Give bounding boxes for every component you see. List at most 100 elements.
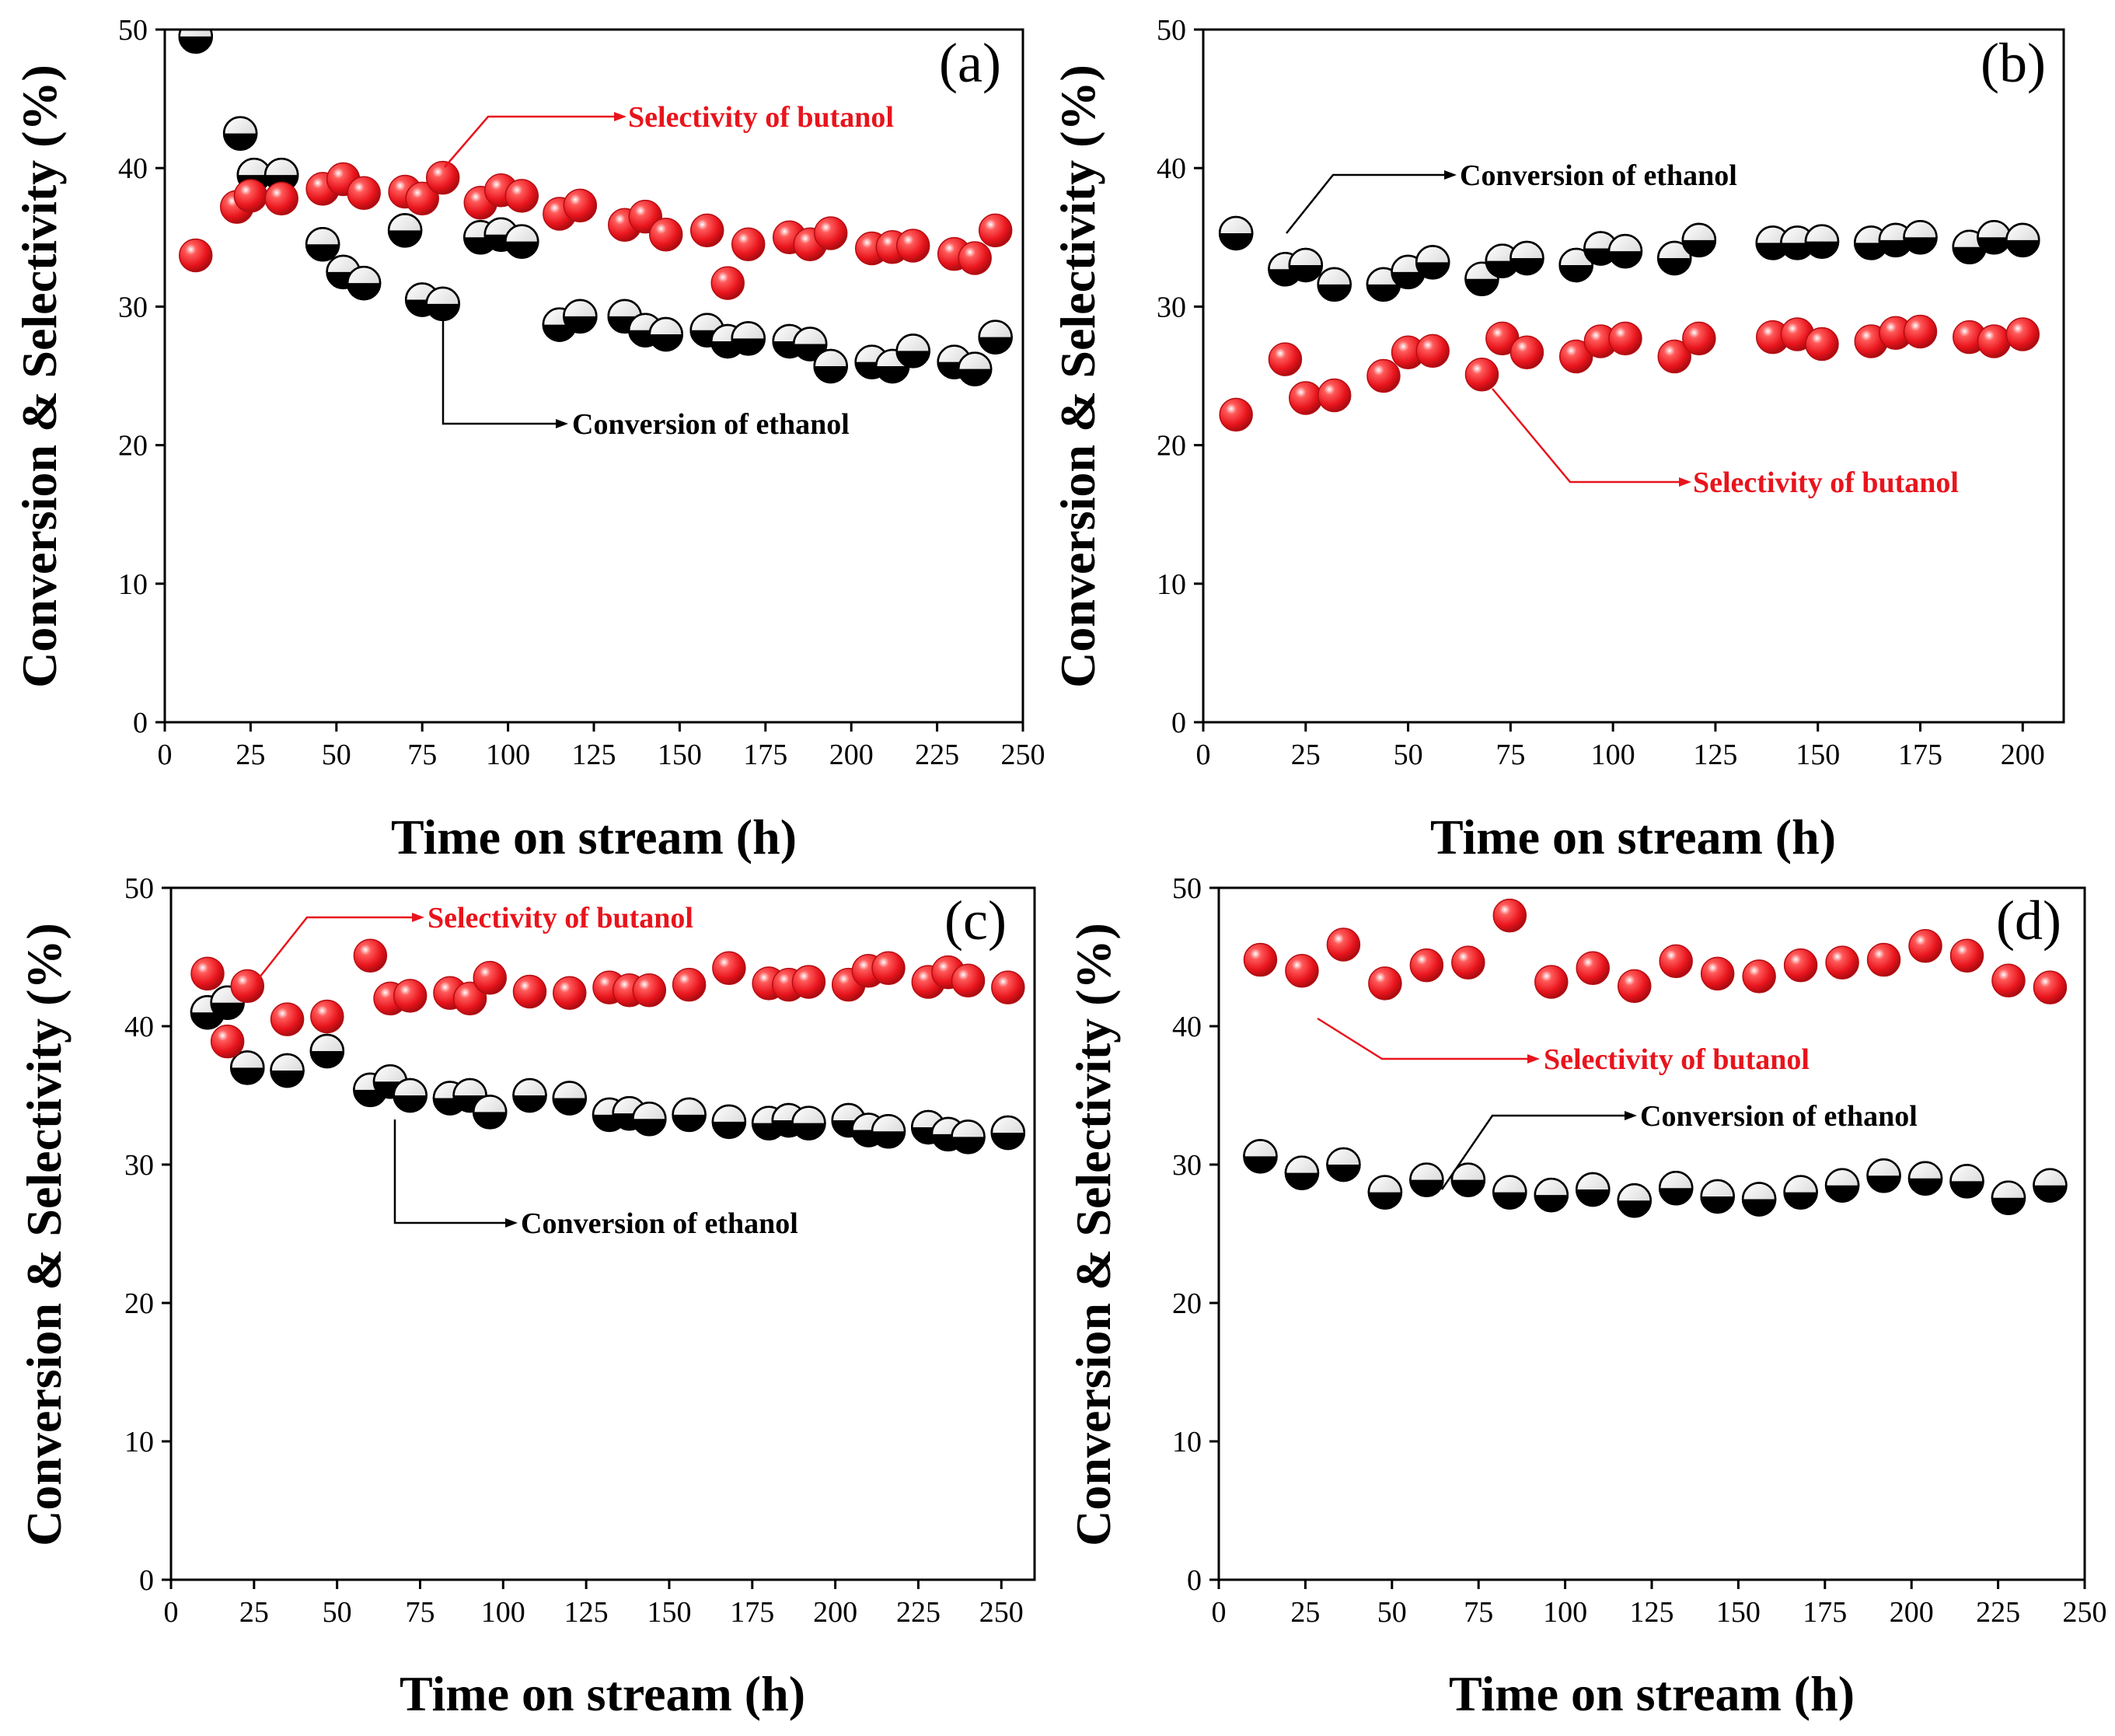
selectivity-point: [563, 188, 598, 223]
conversion-point: [711, 1104, 747, 1140]
conversion-point: [1607, 233, 1643, 269]
selectivity-point: [1243, 942, 1278, 977]
callout-arrowhead: [1444, 170, 1457, 180]
chart-panel-b: 0 25 50 75 100 125 150 175 200 0 10 20 30 40 50 Time on…: [1050, 14, 2065, 865]
selectivity-point: [264, 181, 298, 216]
x-tick-label: 150: [658, 739, 702, 771]
series-conversion: [190, 985, 1026, 1154]
selectivity-point: [1608, 321, 1642, 356]
y-tick-label: 30: [1157, 291, 1186, 323]
callout-arrowhead: [556, 419, 568, 428]
annotation-label: Conversion of ethanol: [1640, 1100, 1918, 1133]
x-tick-label: 225: [915, 739, 959, 771]
selectivity-point: [689, 213, 724, 248]
conversion-point: [1288, 247, 1324, 283]
x-tick-label: 175: [730, 1596, 774, 1629]
panel-label: (d): [1996, 889, 2061, 952]
conversion-point: [472, 1095, 508, 1130]
conversion-point: [951, 1119, 986, 1154]
selectivity-point: [473, 960, 507, 995]
selectivity-point: [425, 160, 460, 195]
x-tick-label: 75: [405, 1596, 435, 1629]
callout-line: [1317, 1017, 1527, 1060]
series-selectivity: [1243, 898, 2068, 1004]
selectivity-point: [1509, 335, 1544, 369]
callout-line: [444, 115, 614, 168]
conversion-point: [1218, 215, 1254, 251]
x-tick-label: 175: [1898, 739, 1942, 771]
y-tick-label: 40: [118, 152, 148, 185]
conversion-point: [1575, 1172, 1611, 1207]
selectivity-point: [210, 1024, 245, 1059]
annotation-selectivity: Selectivity of butanol: [1492, 388, 1959, 499]
selectivity-point: [731, 227, 766, 261]
conversion-point: [1534, 1177, 1569, 1213]
panel-label: (b): [1981, 32, 2046, 94]
conversion-point: [1991, 1180, 2026, 1215]
series-conversion: [1218, 215, 2040, 302]
conversion-point: [1284, 1155, 1320, 1190]
selectivity-point: [1903, 314, 1938, 349]
conversion-point: [512, 1078, 547, 1113]
selectivity-point: [1409, 948, 1444, 983]
data-markers: [1218, 215, 2040, 432]
selectivity-point: [353, 938, 388, 973]
y-tick-label: 30: [1172, 1149, 1202, 1182]
selectivity-point: [1949, 938, 1984, 973]
conversion-point: [1317, 267, 1352, 302]
selectivity-point: [2033, 970, 2068, 1004]
conversion-point: [978, 320, 1013, 355]
callout-line: [256, 916, 412, 982]
selectivity-point: [1825, 945, 1859, 980]
selectivity-point: [1366, 358, 1401, 393]
selectivity-point: [813, 216, 848, 250]
selectivity-point: [1268, 342, 1303, 376]
chart-panel-d: 0 25 50 75 100 125 150 175 200 225 250 0 10 20 30 40 50 T…: [1066, 872, 2107, 1721]
panel-label: (a): [939, 32, 1001, 94]
y-tick-label: 0: [133, 707, 148, 739]
selectivity-point: [791, 965, 826, 999]
conversion-point: [648, 316, 683, 352]
selectivity-point: [2005, 317, 2040, 351]
conversion-point: [895, 334, 930, 369]
annotation-selectivity: Selectivity of butanol: [256, 902, 693, 982]
callout-arrowhead: [505, 1218, 518, 1228]
x-tick-label: 250: [979, 1596, 1024, 1629]
selectivity-point: [452, 981, 487, 1016]
x-tick-label: 0: [164, 1596, 179, 1629]
x-tick-label: 200: [2001, 739, 2045, 771]
callout-line: [441, 315, 556, 425]
plot-frame: [1202, 28, 2065, 724]
x-tick-label: 100: [486, 739, 530, 771]
selectivity-point: [1289, 381, 1323, 415]
y-tick-label: 30: [124, 1149, 154, 1182]
conversion-point: [1866, 1158, 1901, 1193]
selectivity-point: [1285, 954, 1319, 988]
conversion-point: [230, 1050, 265, 1085]
y-tick-label: 10: [124, 1426, 154, 1458]
x-tick-label: 25: [1290, 1596, 1320, 1629]
conversion-point: [1681, 222, 1717, 258]
y-axis-title: Conversion & Selectivity (%): [1066, 923, 1121, 1546]
data-markers: [1243, 898, 2068, 1218]
selectivity-point: [895, 229, 930, 263]
selectivity-point: [1908, 929, 1942, 963]
y-axis-title: Conversion & Selectivity (%): [1050, 65, 1105, 688]
conversion-point: [222, 116, 258, 151]
selectivity-point: [1783, 948, 1818, 983]
conversion-point: [2005, 222, 2040, 258]
series-conversion: [1243, 1139, 2068, 1218]
conversion-point: [1450, 1162, 1486, 1197]
x-tick-label: 50: [322, 739, 351, 771]
selectivity-point: [1805, 327, 1839, 362]
conversion-point: [1903, 220, 1938, 255]
y-tick-label: 10: [1157, 568, 1186, 601]
x-tick-label: 75: [1464, 1596, 1493, 1629]
x-axis-title: Time on stream (h): [400, 1666, 805, 1721]
selectivity-point: [1492, 898, 1527, 933]
selectivity-point: [1317, 378, 1352, 413]
conversion-point: [1509, 240, 1544, 276]
selectivity-point: [1866, 942, 1901, 977]
annotation-conversion: Conversion of ethanol: [1286, 159, 1737, 234]
callout-arrowhead: [412, 913, 424, 922]
